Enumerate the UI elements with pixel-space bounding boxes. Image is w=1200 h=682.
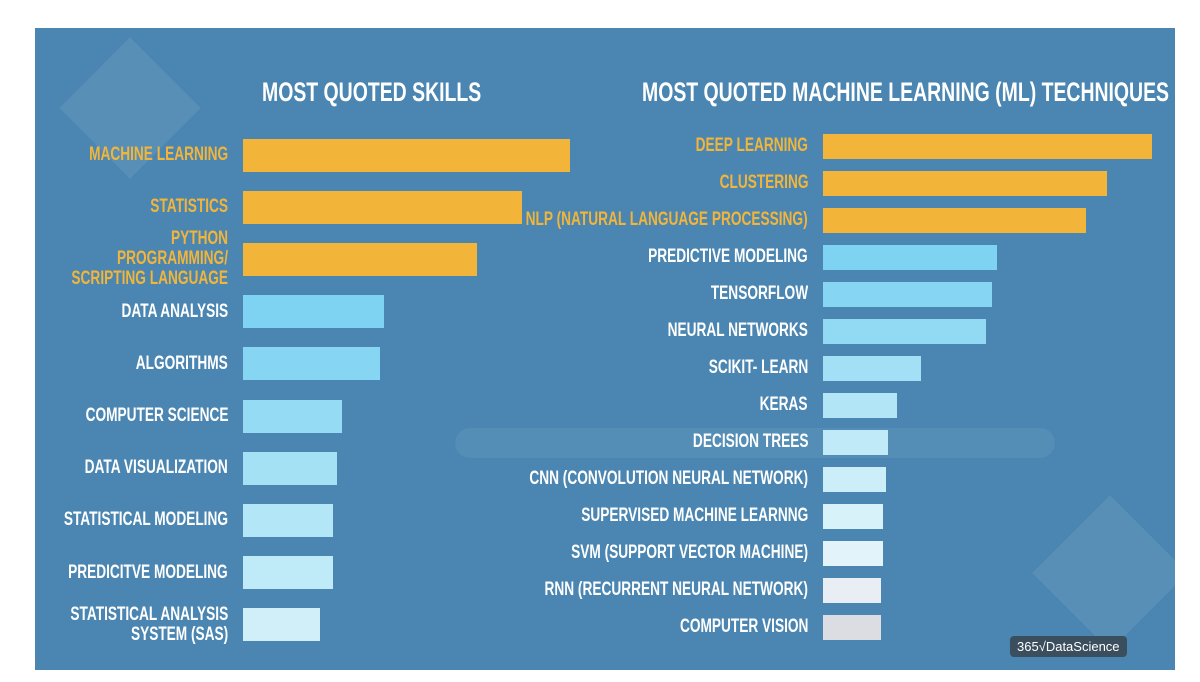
bar — [243, 556, 333, 590]
category-label: DATA ANALYSIS — [121, 300, 228, 322]
decoration — [455, 428, 1055, 458]
bar — [243, 347, 380, 381]
category-label: RNN (RECURRENT NEURAL NETWORK) — [544, 579, 808, 600]
category-label: SCIKIT- LEARN — [708, 357, 808, 378]
bar — [823, 318, 986, 344]
category-label: DEEP LEARNING — [695, 135, 808, 156]
category-label: DECISION TREES — [692, 431, 808, 452]
bar — [243, 242, 477, 276]
bar — [823, 355, 921, 381]
bar — [823, 170, 1107, 196]
bar — [243, 190, 522, 224]
category-label: CNN (CONVOLUTION NEURAL NETWORK) — [529, 468, 808, 489]
bar — [823, 244, 997, 270]
category-label: PYTHON PROGRAMMING/ SCRIPTING LANGUAGE — [71, 228, 228, 290]
category-label: ALGORITHMS — [136, 352, 228, 374]
category-label: TENSORFLOW — [710, 283, 808, 304]
bar — [823, 503, 883, 529]
bar — [243, 399, 342, 433]
bar — [823, 392, 897, 418]
category-label: SUPERVISED MACHINE LEARNNG — [580, 505, 808, 526]
bar — [243, 608, 320, 642]
category-label: PREDICTIVE MODELING — [648, 246, 808, 267]
category-label: STATISTICS — [150, 196, 228, 218]
category-label: STATISTICAL ANALYSIS SYSTEM (SAS) — [70, 603, 228, 645]
bar — [243, 295, 384, 329]
chart-title: MOST QUOTED MACHINE LEARNING (ML) TECHNI… — [642, 77, 1170, 107]
bar — [823, 133, 1152, 159]
bar — [823, 207, 1086, 233]
category-label: COMPUTER SCIENCE — [85, 405, 228, 426]
category-label: NEURAL NETWORKS — [667, 320, 808, 341]
chart-title: MOST QUOTED SKILLS — [262, 77, 482, 107]
bar — [823, 429, 888, 455]
bar — [823, 281, 992, 307]
bar — [823, 614, 881, 640]
category-label: CLUSTERING — [719, 172, 808, 193]
category-label: DATA VISUALIZATION — [84, 457, 228, 479]
category-label: NLP (NATURAL LANGUAGE PROCESSING) — [526, 209, 808, 230]
category-label: PREDICITVE MODELING — [68, 561, 228, 583]
category-label: MACHINE LEARNING — [88, 144, 228, 165]
bar — [243, 138, 570, 172]
category-label: SVM (SUPPORT VECTOR MACHINE) — [571, 542, 808, 563]
logo: 365√DataScience — [1010, 636, 1127, 657]
bar — [823, 577, 881, 603]
decoration — [1032, 495, 1175, 651]
bar — [823, 540, 883, 566]
bar — [243, 503, 333, 537]
bar — [243, 451, 337, 485]
category-label: STATISTICAL MODELING — [63, 509, 228, 531]
category-label: KERAS — [760, 394, 808, 415]
bar — [823, 466, 886, 492]
category-label: COMPUTER VISION — [679, 616, 808, 637]
